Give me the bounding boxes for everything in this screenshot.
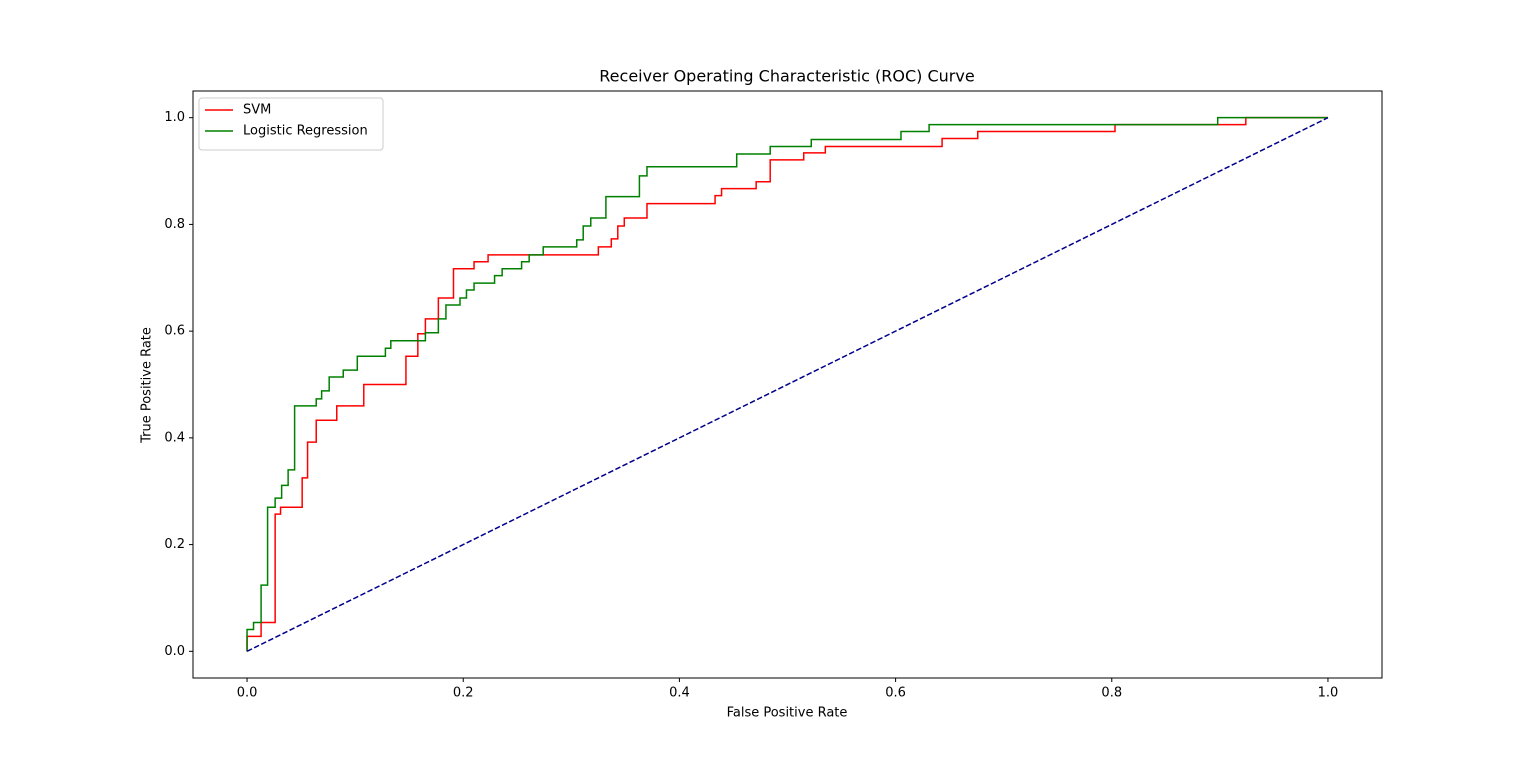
y-tick-label: 1.0 [164,110,185,125]
y-tick-label: 0.6 [164,324,185,339]
x-tick-label: 0.8 [1101,686,1122,701]
x-tick-label: 0.0 [237,686,258,701]
x-tick-label: 1.0 [1318,686,1339,701]
line-series [246,116,1328,652]
y-axis-label: True Positive Rate [140,327,155,444]
y-tick-label: 0.2 [164,537,185,552]
y-tick-label: 0.4 [164,430,185,445]
x-axis-label: False Positive Rate [727,706,848,721]
axes-frame [192,90,1383,679]
chart-title: Receiver Operating Characteristic (ROC) … [599,67,974,86]
legend-box [198,97,384,151]
x-tick-label: 0.4 [669,686,690,701]
x-tick-label: 0.2 [453,686,474,701]
legend-label: SVM [243,103,271,118]
legend-label: Logistic Regression [243,124,368,139]
line-series [246,117,1329,652]
line-series [246,116,1328,652]
x-tick-label: 0.6 [885,686,906,701]
y-tick-label: 0.0 [164,644,185,659]
y-tick-label: 0.8 [164,217,185,232]
